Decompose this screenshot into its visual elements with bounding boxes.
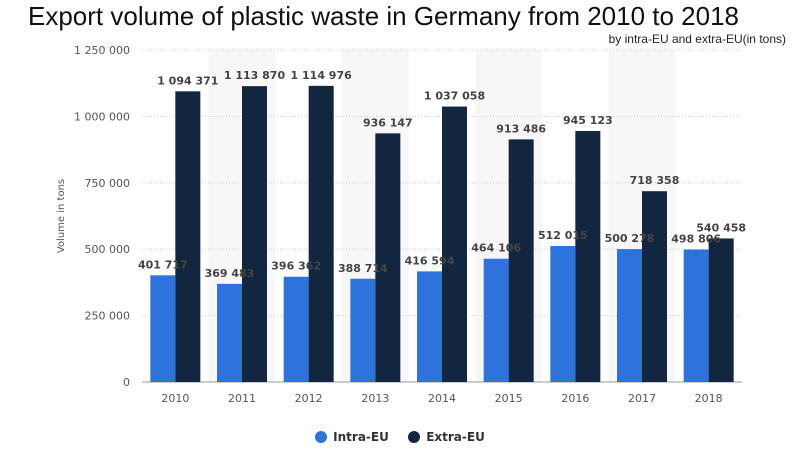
x-tick-label: 2018	[695, 392, 723, 405]
x-tick-label: 2013	[361, 392, 389, 405]
data-label: 416 594	[405, 254, 455, 267]
bar-intra-eu[interactable]	[417, 271, 442, 382]
data-label: 1 094 371	[157, 74, 218, 87]
y-tick-label: 250 000	[85, 310, 131, 323]
x-tick-label: 2010	[161, 392, 189, 405]
data-label: 1 114 976	[291, 69, 353, 82]
legend-label-intra-eu: Intra-EU	[333, 430, 389, 444]
y-tick-label: 0	[123, 376, 130, 389]
data-label: 512 015	[538, 229, 588, 242]
bar-intra-eu[interactable]	[683, 249, 709, 382]
data-label: 388 714	[338, 262, 388, 275]
bar-intra-eu[interactable]	[217, 283, 242, 382]
data-label: 718 358	[630, 174, 680, 187]
bar-extra-eu[interactable]	[575, 130, 601, 382]
y-tick-label: 500 000	[85, 243, 131, 256]
legend-dot-intra-eu	[315, 431, 328, 443]
bar-intra-eu[interactable]	[350, 278, 376, 382]
data-label: 396 362	[271, 260, 321, 273]
legend-dot-extra-eu	[408, 431, 421, 443]
data-label: 464 106	[471, 242, 521, 255]
bar-extra-eu[interactable]	[242, 86, 267, 382]
x-tick-label: 2012	[295, 392, 323, 405]
legend-item-extra-eu[interactable]: Extra-EU	[408, 430, 485, 444]
x-tick-label: 2014	[428, 392, 456, 405]
data-label: 401 717	[138, 258, 188, 271]
data-label: 1 113 870	[224, 69, 286, 82]
y-axis-ticks: 0 250 000 500 000 750 000 1 000 000 1 250 000	[74, 44, 130, 389]
data-label: 936 147	[363, 116, 413, 129]
data-label: 369 483	[205, 267, 255, 280]
data-label: 500 278	[605, 232, 655, 245]
data-labels: 401 717 1 094 371 369 483 1 113 870 396 362 1…	[138, 69, 746, 280]
data-label: 945 123	[563, 114, 613, 127]
data-label: 498 806	[671, 233, 721, 246]
bar-intra-eu[interactable]	[150, 275, 176, 382]
y-tick-label: 1 250 000	[74, 44, 130, 57]
bar-chart: 0 250 000 500 000 750 000 1 000 000 1 250 000…	[56, 44, 746, 405]
bars	[150, 85, 734, 383]
bar-extra-eu[interactable]	[708, 238, 734, 382]
bar-extra-eu[interactable]	[442, 106, 467, 382]
bar-intra-eu[interactable]	[283, 276, 309, 382]
data-label: 540 458	[696, 221, 746, 234]
bar-extra-eu[interactable]	[508, 139, 534, 382]
bar-intra-eu[interactable]	[617, 249, 642, 382]
bar-intra-eu[interactable]	[483, 258, 509, 382]
chart-subtitle: by intra-EU and extra-EU(in tons)	[608, 32, 786, 46]
bar-extra-eu[interactable]	[308, 85, 334, 383]
bar-extra-eu[interactable]	[175, 91, 201, 383]
x-axis-ticks: 2010 2011 2012 2013 2014 2015 2016 2017 2018	[161, 392, 722, 405]
legend-item-intra-eu[interactable]: Intra-EU	[315, 430, 389, 444]
y-tick-label: 750 000	[85, 177, 131, 190]
bar-extra-eu[interactable]	[375, 133, 401, 382]
x-tick-label: 2011	[228, 392, 256, 405]
data-label: 913 486	[496, 122, 546, 135]
chart-title: Export volume of plastic waste in German…	[28, 1, 740, 31]
y-axis-title: Volume in tons	[56, 179, 67, 253]
bar-extra-eu[interactable]	[642, 191, 667, 382]
data-label: 1 037 058	[424, 90, 485, 103]
legend: Intra-EU Extra-EU	[0, 430, 800, 446]
x-tick-label: 2016	[561, 392, 589, 405]
x-tick-label: 2015	[495, 392, 523, 405]
legend-label-extra-eu: Extra-EU	[426, 430, 485, 444]
bar-intra-eu[interactable]	[550, 246, 576, 382]
x-tick-label: 2017	[628, 392, 656, 405]
y-tick-label: 1 000 000	[74, 110, 130, 123]
